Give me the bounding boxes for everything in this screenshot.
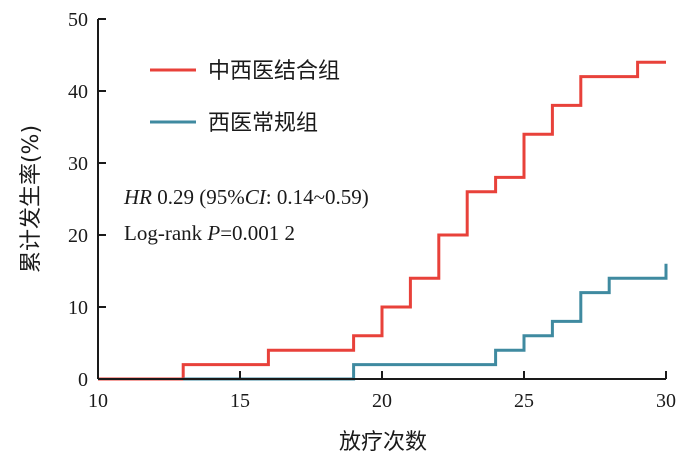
x-tick-label: 15 — [230, 390, 250, 412]
x-axis-title: 放疗次数 — [339, 430, 427, 455]
x-tick-label: 20 — [372, 390, 392, 412]
y-tick-label: 10 — [68, 297, 88, 319]
x-tick-label: 10 — [88, 390, 108, 412]
y-axis-title: 累计发生率(%) — [19, 125, 44, 273]
y-tick-label: 30 — [68, 153, 88, 175]
series-layer — [98, 60, 668, 381]
y-tick-label: 50 — [68, 9, 88, 31]
legend-label-1: 中西医结合组 — [208, 59, 340, 84]
legend-label-2: 西医常规组 — [208, 111, 318, 136]
annotations: HR 0.29 (95%CI: 0.14~0.59) Log-rank P=0.0… — [123, 185, 369, 245]
series-line-1 — [98, 60, 666, 381]
y-tick-label: 0 — [78, 369, 88, 391]
series-line-2 — [183, 263, 668, 381]
annotation-logrank: Log-rank P=0.001 2 — [124, 221, 295, 245]
y-tick-label: 40 — [68, 81, 88, 103]
annotation-hr: HR 0.29 (95%CI: 0.14~0.59) — [123, 185, 369, 209]
x-tick-label: 25 — [514, 390, 534, 412]
y-tick-label: 20 — [68, 225, 88, 247]
x-tick-label: 30 — [656, 390, 676, 412]
